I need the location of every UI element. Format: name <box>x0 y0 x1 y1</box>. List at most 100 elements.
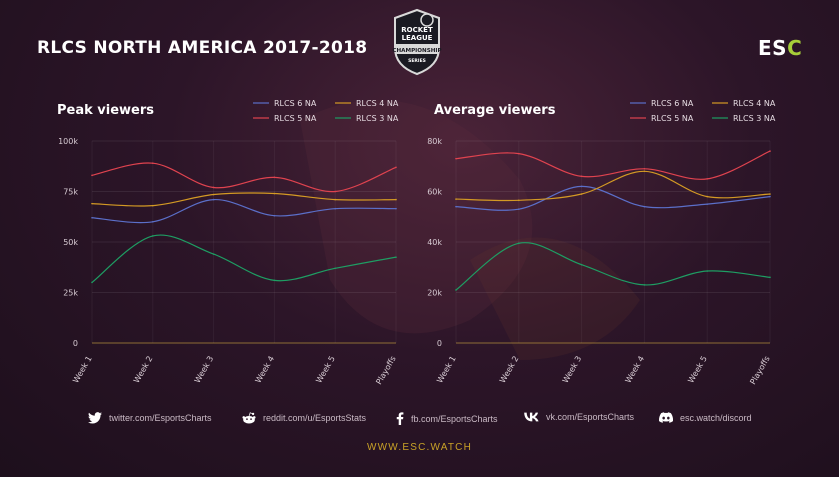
y-tick-label: 50k <box>63 238 78 247</box>
discord-link-text: esc.watch/discord <box>680 412 752 423</box>
data-point <box>91 174 93 177</box>
data-point <box>334 190 337 193</box>
series-line <box>455 185 771 211</box>
reddit-link-text: reddit.com/u/EsportsStats <box>263 413 367 423</box>
data-point <box>706 203 708 205</box>
page-title: RLCS NORTH AMERICA 2017-2018 <box>37 38 368 58</box>
esc-logo-accent: C <box>787 36 803 60</box>
y-tick-label: 100k <box>58 137 78 146</box>
data-point <box>643 167 646 170</box>
facebook-icon <box>396 412 404 425</box>
data-point <box>273 192 276 195</box>
x-tick-label: Week 1 <box>435 355 458 385</box>
discord-link[interactable]: esc.watch/discord <box>659 412 752 423</box>
data-point <box>518 242 520 245</box>
facebook-link[interactable]: fb.com/EsportsCharts <box>396 412 498 425</box>
data-point <box>643 205 646 208</box>
data-point <box>152 235 154 237</box>
chart-title: Average viewers <box>434 103 556 118</box>
series-line <box>455 170 771 202</box>
data-point <box>334 198 337 201</box>
data-point <box>91 216 93 219</box>
y-tick-label: 0 <box>437 339 442 348</box>
data-point <box>395 198 397 201</box>
data-point <box>334 267 337 270</box>
legend-label: RLCS 3 NA <box>356 114 399 123</box>
reddit-link[interactable]: reddit.com/u/EsportsStats <box>242 412 366 424</box>
chart-title: Peak viewers <box>57 103 154 118</box>
legend-label: RLCS 6 NA <box>651 99 694 108</box>
series-line <box>91 198 397 224</box>
esc-brand-logo: ESC <box>758 36 802 60</box>
legend-label: RLCS 5 NA <box>274 114 317 123</box>
series-line <box>91 192 397 207</box>
data-point <box>706 195 708 198</box>
reddit-icon <box>242 412 256 424</box>
data-point <box>212 253 215 255</box>
twitter-icon <box>88 412 102 424</box>
data-point <box>212 193 215 196</box>
data-point <box>643 170 646 173</box>
data-point <box>334 207 337 210</box>
championship-badge-logo: ROCKET LEAGUE CHAMPIONSHIP SERIES <box>392 8 442 76</box>
twitter-link-text: twitter.com/EsportsCharts <box>109 413 212 423</box>
data-point <box>706 178 708 180</box>
esc-logo-main: ES <box>758 36 788 60</box>
svg-text:SERIES: SERIES <box>408 58 426 64</box>
data-point <box>455 198 457 200</box>
legend-label: RLCS 4 NA <box>356 99 399 108</box>
x-tick-label: Week 1 <box>71 355 94 385</box>
svg-text:LEAGUE: LEAGUE <box>402 34 433 42</box>
x-tick-label: Week 3 <box>193 355 216 385</box>
facebook-link-text: fb.com/EsportsCharts <box>411 413 498 424</box>
data-point <box>518 208 520 210</box>
data-point <box>395 207 397 210</box>
data-point <box>455 289 457 291</box>
legend-label: RLCS 5 NA <box>651 114 694 123</box>
vk-link-text: vk.com/EsportsCharts <box>546 412 635 422</box>
x-tick-label: Week 5 <box>314 355 337 385</box>
data-point <box>455 205 457 208</box>
vk-link[interactable]: vk.com/EsportsCharts <box>524 412 634 422</box>
data-point <box>769 150 771 152</box>
y-tick-label: 75k <box>63 188 78 197</box>
x-tick-label: Week 4 <box>254 355 277 385</box>
discord-icon <box>659 412 673 423</box>
chart-1: Peak viewers 0 25k 50k 75k 100k Week 1 Week 2 We… <box>57 99 399 386</box>
series-line <box>455 150 771 180</box>
data-point <box>152 221 154 223</box>
series-line <box>91 162 397 193</box>
x-tick-label: Playoffs <box>748 355 771 387</box>
x-tick-label: Week 4 <box>624 355 647 385</box>
y-tick-label: 40k <box>427 238 442 247</box>
chart-2: Average viewers 0 20k 40k 60k 80k Week 1 Week 2… <box>427 99 776 386</box>
website-link[interactable]: WWW.ESC.WATCH <box>366 442 473 453</box>
x-tick-label: Week 3 <box>561 355 584 385</box>
vk-icon <box>524 412 539 422</box>
data-point <box>91 281 93 284</box>
x-tick-label: Week 2 <box>498 355 521 385</box>
data-point <box>580 263 583 266</box>
data-point <box>580 185 583 188</box>
data-point <box>518 199 520 202</box>
series-line <box>455 242 771 291</box>
data-point <box>706 270 708 272</box>
data-point <box>91 202 93 205</box>
y-tick-label: 60k <box>427 188 442 197</box>
data-point <box>643 284 646 286</box>
data-point <box>769 195 771 198</box>
x-tick-label: Week 2 <box>132 355 155 385</box>
data-point <box>580 193 583 195</box>
svg-text:CHAMPIONSHIP: CHAMPIONSHIP <box>392 48 441 54</box>
data-point <box>395 166 397 169</box>
data-point <box>273 214 276 217</box>
y-tick-label: 80k <box>427 137 442 146</box>
y-tick-label: 20k <box>427 289 442 298</box>
legend-label: RLCS 4 NA <box>733 99 776 108</box>
data-point <box>769 276 771 279</box>
twitter-link[interactable]: twitter.com/EsportsCharts <box>88 412 212 424</box>
data-point <box>152 162 154 165</box>
svg-text:ROCKET: ROCKET <box>401 26 433 34</box>
data-point <box>455 157 457 160</box>
